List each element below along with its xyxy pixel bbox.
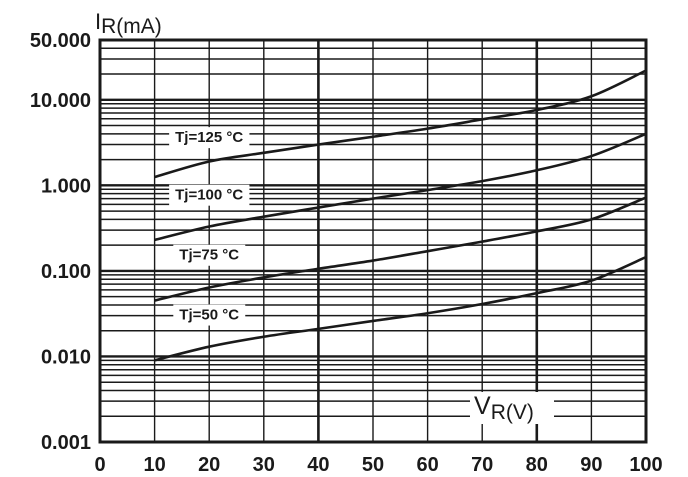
x-tick-label: 40 bbox=[307, 454, 329, 476]
series-label-box bbox=[169, 184, 250, 206]
x-axis-title: VR(V) bbox=[474, 392, 534, 424]
y-tick-label: 0.100 bbox=[41, 261, 91, 283]
x-tick-label: 0 bbox=[94, 454, 105, 476]
x-tick-label: 10 bbox=[143, 454, 165, 476]
series-label-3: Tj=75 °C bbox=[179, 247, 239, 264]
plot-frame bbox=[98, 38, 648, 444]
series-line-4 bbox=[154, 255, 647, 362]
series-group bbox=[154, 69, 647, 362]
series-label-box bbox=[173, 244, 246, 266]
series-line-2 bbox=[154, 132, 647, 242]
y-axis-title: IR(mA) bbox=[95, 9, 162, 38]
x-tick-label: 100 bbox=[629, 454, 662, 476]
x-tick-label: 60 bbox=[416, 454, 438, 476]
y-tick-label: 10.000 bbox=[30, 90, 91, 112]
series-label-2: Tj=100 °C bbox=[175, 187, 243, 204]
x-tick-label: 80 bbox=[526, 454, 548, 476]
series-labels: Tj=125 °C Tj=100 °C Tj=75 °C Tj=50 °C bbox=[169, 127, 250, 326]
x-tick-label: 90 bbox=[580, 454, 602, 476]
series-line-3 bbox=[154, 196, 647, 302]
y-tick-label: 50.000 bbox=[30, 30, 91, 52]
y-tick-label: 0.001 bbox=[41, 432, 91, 454]
grid bbox=[98, 39, 647, 444]
y-tick-labels: 0.001 0.010 0.100 1.000 10.000 50.000 bbox=[30, 30, 91, 454]
y-tick-label: 1.000 bbox=[41, 175, 91, 197]
series-label-box bbox=[169, 127, 250, 149]
series-label-box bbox=[173, 304, 246, 326]
series-label-1: Tj=125 °C bbox=[175, 129, 243, 146]
x-tick-labels: 0 10 20 30 40 50 60 70 80 90 100 bbox=[94, 454, 662, 476]
series-label-4: Tj=50 °C bbox=[179, 307, 239, 324]
x-tick-label: 20 bbox=[198, 454, 220, 476]
x-axis-title-box bbox=[470, 392, 554, 424]
y-tick-label: 0.010 bbox=[41, 346, 91, 368]
x-tick-label: 30 bbox=[253, 454, 275, 476]
x-tick-label: 70 bbox=[471, 454, 493, 476]
x-tick-label: 50 bbox=[362, 454, 384, 476]
series-line-1 bbox=[154, 69, 647, 179]
